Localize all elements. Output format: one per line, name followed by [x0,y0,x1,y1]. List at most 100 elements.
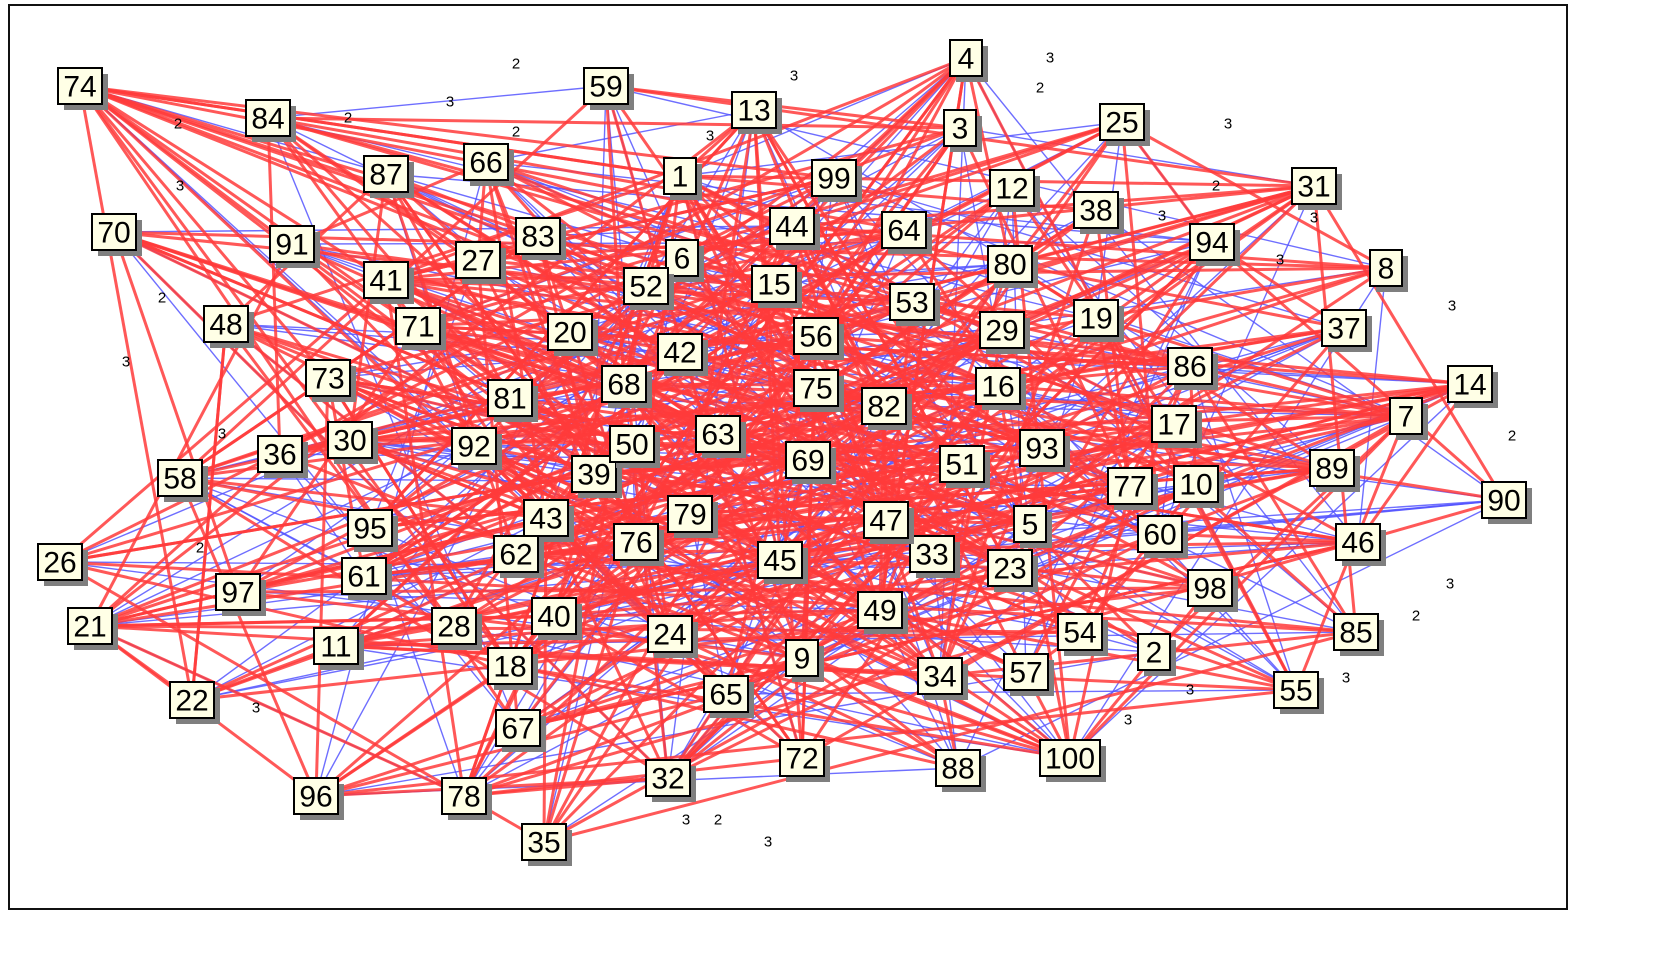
graph-node[interactable]: 4 [949,39,988,82]
graph-node[interactable]: 2 [1137,633,1176,676]
graph-node[interactable]: 45 [757,541,808,584]
graph-node[interactable]: 57 [1003,653,1054,696]
graph-node[interactable]: 56 [793,317,844,360]
graph-node[interactable]: 12 [989,169,1040,212]
graph-node[interactable]: 11 [313,627,364,670]
graph-node[interactable]: 35 [521,823,572,866]
graph-node[interactable]: 65 [703,675,754,718]
graph-node[interactable]: 40 [531,597,582,640]
graph-node[interactable]: 70 [91,213,142,256]
graph-node[interactable]: 41 [363,261,414,304]
graph-node[interactable]: 34 [917,657,968,700]
graph-node[interactable]: 1 [663,157,702,200]
graph-node[interactable]: 67 [495,709,546,752]
graph-node[interactable]: 73 [305,359,356,402]
graph-node[interactable]: 66 [463,143,514,186]
graph-node[interactable]: 18 [487,647,538,690]
graph-node[interactable]: 71 [395,307,446,350]
graph-node[interactable]: 29 [979,311,1030,354]
graph-node[interactable]: 81 [487,379,538,422]
graph-node[interactable]: 38 [1073,191,1124,234]
graph-node[interactable]: 83 [515,217,566,260]
graph-node[interactable]: 22 [169,681,220,724]
graph-node[interactable]: 8 [1369,249,1408,292]
graph-node[interactable]: 55 [1273,671,1324,714]
graph-node[interactable]: 33 [909,535,960,578]
graph-node[interactable]: 99 [811,159,862,202]
graph-node[interactable]: 88 [935,749,986,792]
node-box [909,535,955,573]
graph-node[interactable]: 54 [1057,613,1108,656]
graph-node[interactable]: 24 [647,615,698,658]
graph-node[interactable]: 85 [1333,613,1384,656]
graph-node[interactable]: 82 [861,387,912,430]
graph-node[interactable]: 20 [547,313,598,356]
graph-node[interactable]: 64 [881,211,932,254]
graph-node[interactable]: 30 [327,421,378,464]
graph-node[interactable]: 92 [451,427,502,470]
graph-node[interactable]: 10 [1173,465,1224,508]
graph-node[interactable]: 72 [779,739,830,782]
graph-node[interactable]: 13 [731,91,782,134]
graph-node[interactable]: 26 [37,543,88,586]
graph-node[interactable]: 76 [613,523,664,566]
graph-node[interactable]: 5 [1013,505,1052,548]
graph-node[interactable]: 87 [363,155,414,198]
graph-node[interactable]: 19 [1073,299,1124,342]
graph-node[interactable]: 42 [657,333,708,376]
graph-node[interactable]: 21 [67,607,118,650]
graph-node[interactable]: 53 [889,283,940,326]
graph-node[interactable]: 36 [257,435,308,478]
graph-node[interactable]: 9 [785,639,824,682]
graph-node[interactable]: 77 [1107,467,1158,510]
graph-node[interactable]: 95 [347,509,398,552]
graph-node[interactable]: 17 [1151,405,1202,448]
graph-node[interactable]: 80 [987,245,1038,288]
graph-node[interactable]: 59 [583,67,634,110]
graph-node[interactable]: 60 [1137,515,1188,558]
graph-node[interactable]: 89 [1309,449,1360,492]
graph-node[interactable]: 25 [1099,103,1150,146]
graph-node[interactable]: 27 [455,241,506,284]
graph-node[interactable]: 3 [943,109,982,152]
graph-node[interactable]: 44 [769,207,820,250]
graph-node[interactable]: 23 [987,549,1038,592]
graph-node[interactable]: 94 [1189,223,1240,266]
graph-node[interactable]: 68 [601,365,652,408]
graph-node[interactable]: 49 [857,591,908,634]
graph-node[interactable]: 93 [1019,429,1070,472]
graph-node[interactable]: 84 [245,99,296,142]
graph-node[interactable]: 96 [293,777,344,820]
graph-node[interactable]: 62 [493,535,544,578]
graph-node[interactable]: 86 [1167,347,1218,390]
graph-node[interactable]: 98 [1187,569,1238,612]
graph-node[interactable]: 14 [1447,365,1498,408]
graph-node[interactable]: 100 [1039,739,1106,782]
graph-node[interactable]: 63 [695,415,746,458]
graph-node[interactable]: 46 [1335,523,1386,566]
graph-node[interactable]: 97 [215,573,266,616]
graph-node[interactable]: 50 [609,425,660,468]
graph-node[interactable]: 75 [793,369,844,412]
graph-node[interactable]: 61 [341,557,392,600]
graph-node[interactable]: 79 [667,495,718,538]
graph-node[interactable]: 78 [441,777,492,820]
graph-node[interactable]: 39 [571,455,622,498]
graph-node[interactable]: 15 [751,265,802,308]
graph-node[interactable]: 91 [269,225,320,268]
graph-node[interactable]: 51 [939,445,990,488]
graph-node[interactable]: 37 [1321,309,1372,352]
graph-node[interactable]: 47 [863,501,914,544]
graph-node[interactable]: 7 [1389,397,1428,440]
graph-node[interactable]: 90 [1481,481,1532,524]
graph-node[interactable]: 74 [57,67,108,110]
graph-node[interactable]: 28 [431,607,482,650]
graph-node[interactable]: 52 [623,267,674,310]
graph-node[interactable]: 58 [157,459,208,502]
graph-node[interactable]: 48 [203,305,254,348]
graph-node[interactable]: 6 [665,239,704,282]
graph-node[interactable]: 16 [975,367,1026,410]
graph-node[interactable]: 31 [1291,167,1342,210]
graph-node[interactable]: 32 [645,759,696,802]
graph-node[interactable]: 69 [785,441,836,484]
